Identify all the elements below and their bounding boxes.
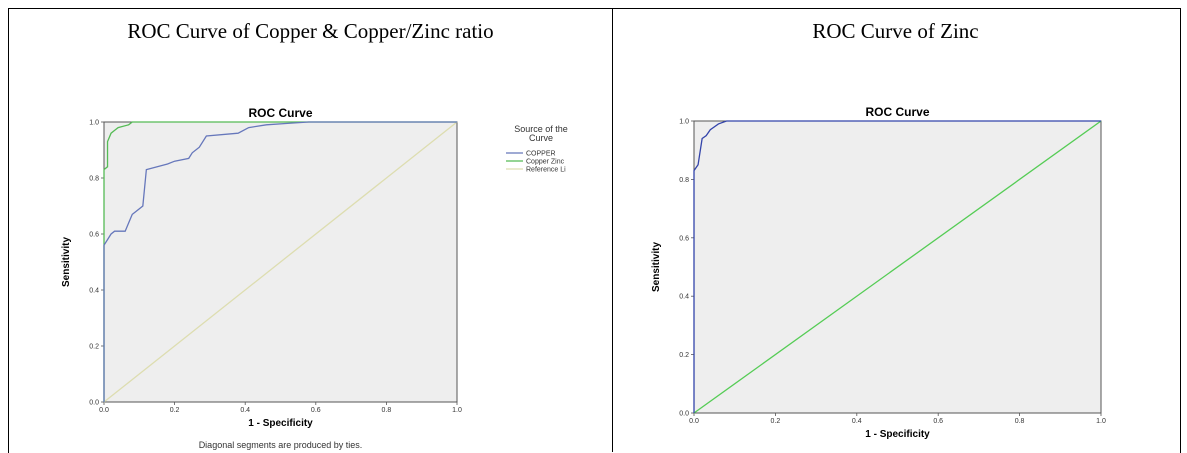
chart-title: ROC Curve (865, 105, 929, 119)
x-tick-label: 0.6 (933, 418, 943, 425)
y-axis-label: Sensitivity (61, 237, 72, 287)
x-tick-label: 0.6 (311, 407, 321, 414)
x-tick-label: 0.0 (99, 407, 109, 414)
series-line-copper (103, 121, 457, 402)
y-tick-label: 0.4 (679, 294, 689, 301)
y-axis-label: Sensitivity (651, 242, 662, 292)
figure-frame (8, 8, 1181, 453)
y-tick-label: 0.8 (679, 177, 689, 184)
y-tick-label: 0.0 (679, 411, 689, 418)
legend-label: COPPER (526, 151, 556, 158)
y-tick-label: 0.8 (89, 176, 99, 183)
y-tick-label: 0.0 (89, 400, 99, 407)
series-line-zinc (693, 120, 1101, 413)
x-axis-label: 1 - Specificity (248, 418, 313, 429)
panel-title-copper: ROC Curve of Copper & Copper/Zinc ratio (127, 19, 494, 43)
x-tick-label: 0.4 (852, 418, 862, 425)
y-tick-label: 0.6 (679, 235, 689, 242)
y-tick-label: 1.0 (89, 120, 99, 127)
x-tick-label: 1.0 (452, 407, 462, 414)
y-tick-label: 1.0 (679, 119, 689, 126)
series-line-zinc-reference (693, 120, 1102, 414)
y-tick-label: 0.4 (89, 288, 99, 295)
legend-title: Source of the Curve (514, 124, 568, 143)
x-tick-label: 0.2 (771, 418, 781, 425)
panel-zinc: ROC Curve of Zinc ROC Curve 0.0 0.2 0.4 0.6 0… (613, 9, 1178, 452)
x-tick-label: 0.8 (382, 407, 392, 414)
x-tick-label: 0.0 (689, 418, 699, 425)
x-tick-label: 1.0 (1096, 418, 1106, 425)
chart-title: ROC Curve (248, 106, 312, 120)
panel-title-zinc: ROC Curve of Zinc (812, 19, 979, 43)
roc-chart-copper: ROC Curve 0.0 0.2 0.4 0.6 0.8 1.0 0.0 0.2 0.4 0.6 0… (61, 106, 568, 450)
series-line-reference-li (103, 121, 458, 403)
y-tick-label: 0.2 (89, 344, 99, 351)
chart-note: Diagonal segments are produced by ties. (199, 440, 363, 450)
legend-label: Reference Li (526, 167, 566, 174)
y-tick-label: 0.2 (679, 352, 689, 359)
x-tick-label: 0.2 (170, 407, 180, 414)
x-axis-label: 1 - Specificity (865, 429, 930, 440)
roc-chart-zinc: ROC Curve 0.0 0.2 0.4 0.6 0.8 1.0 0.0 0.2 0.4 0.6 0… (651, 105, 1106, 440)
legend-label: Copper Zinc (526, 159, 565, 166)
series-line-copper-zinc (103, 121, 457, 402)
y-tick-label: 0.6 (89, 232, 99, 239)
panel-divider (612, 8, 613, 452)
x-tick-label: 0.4 (240, 407, 250, 414)
panel-copper: ROC Curve of Copper & Copper/Zinc ratio … (9, 9, 612, 452)
x-tick-label: 0.8 (1015, 418, 1025, 425)
